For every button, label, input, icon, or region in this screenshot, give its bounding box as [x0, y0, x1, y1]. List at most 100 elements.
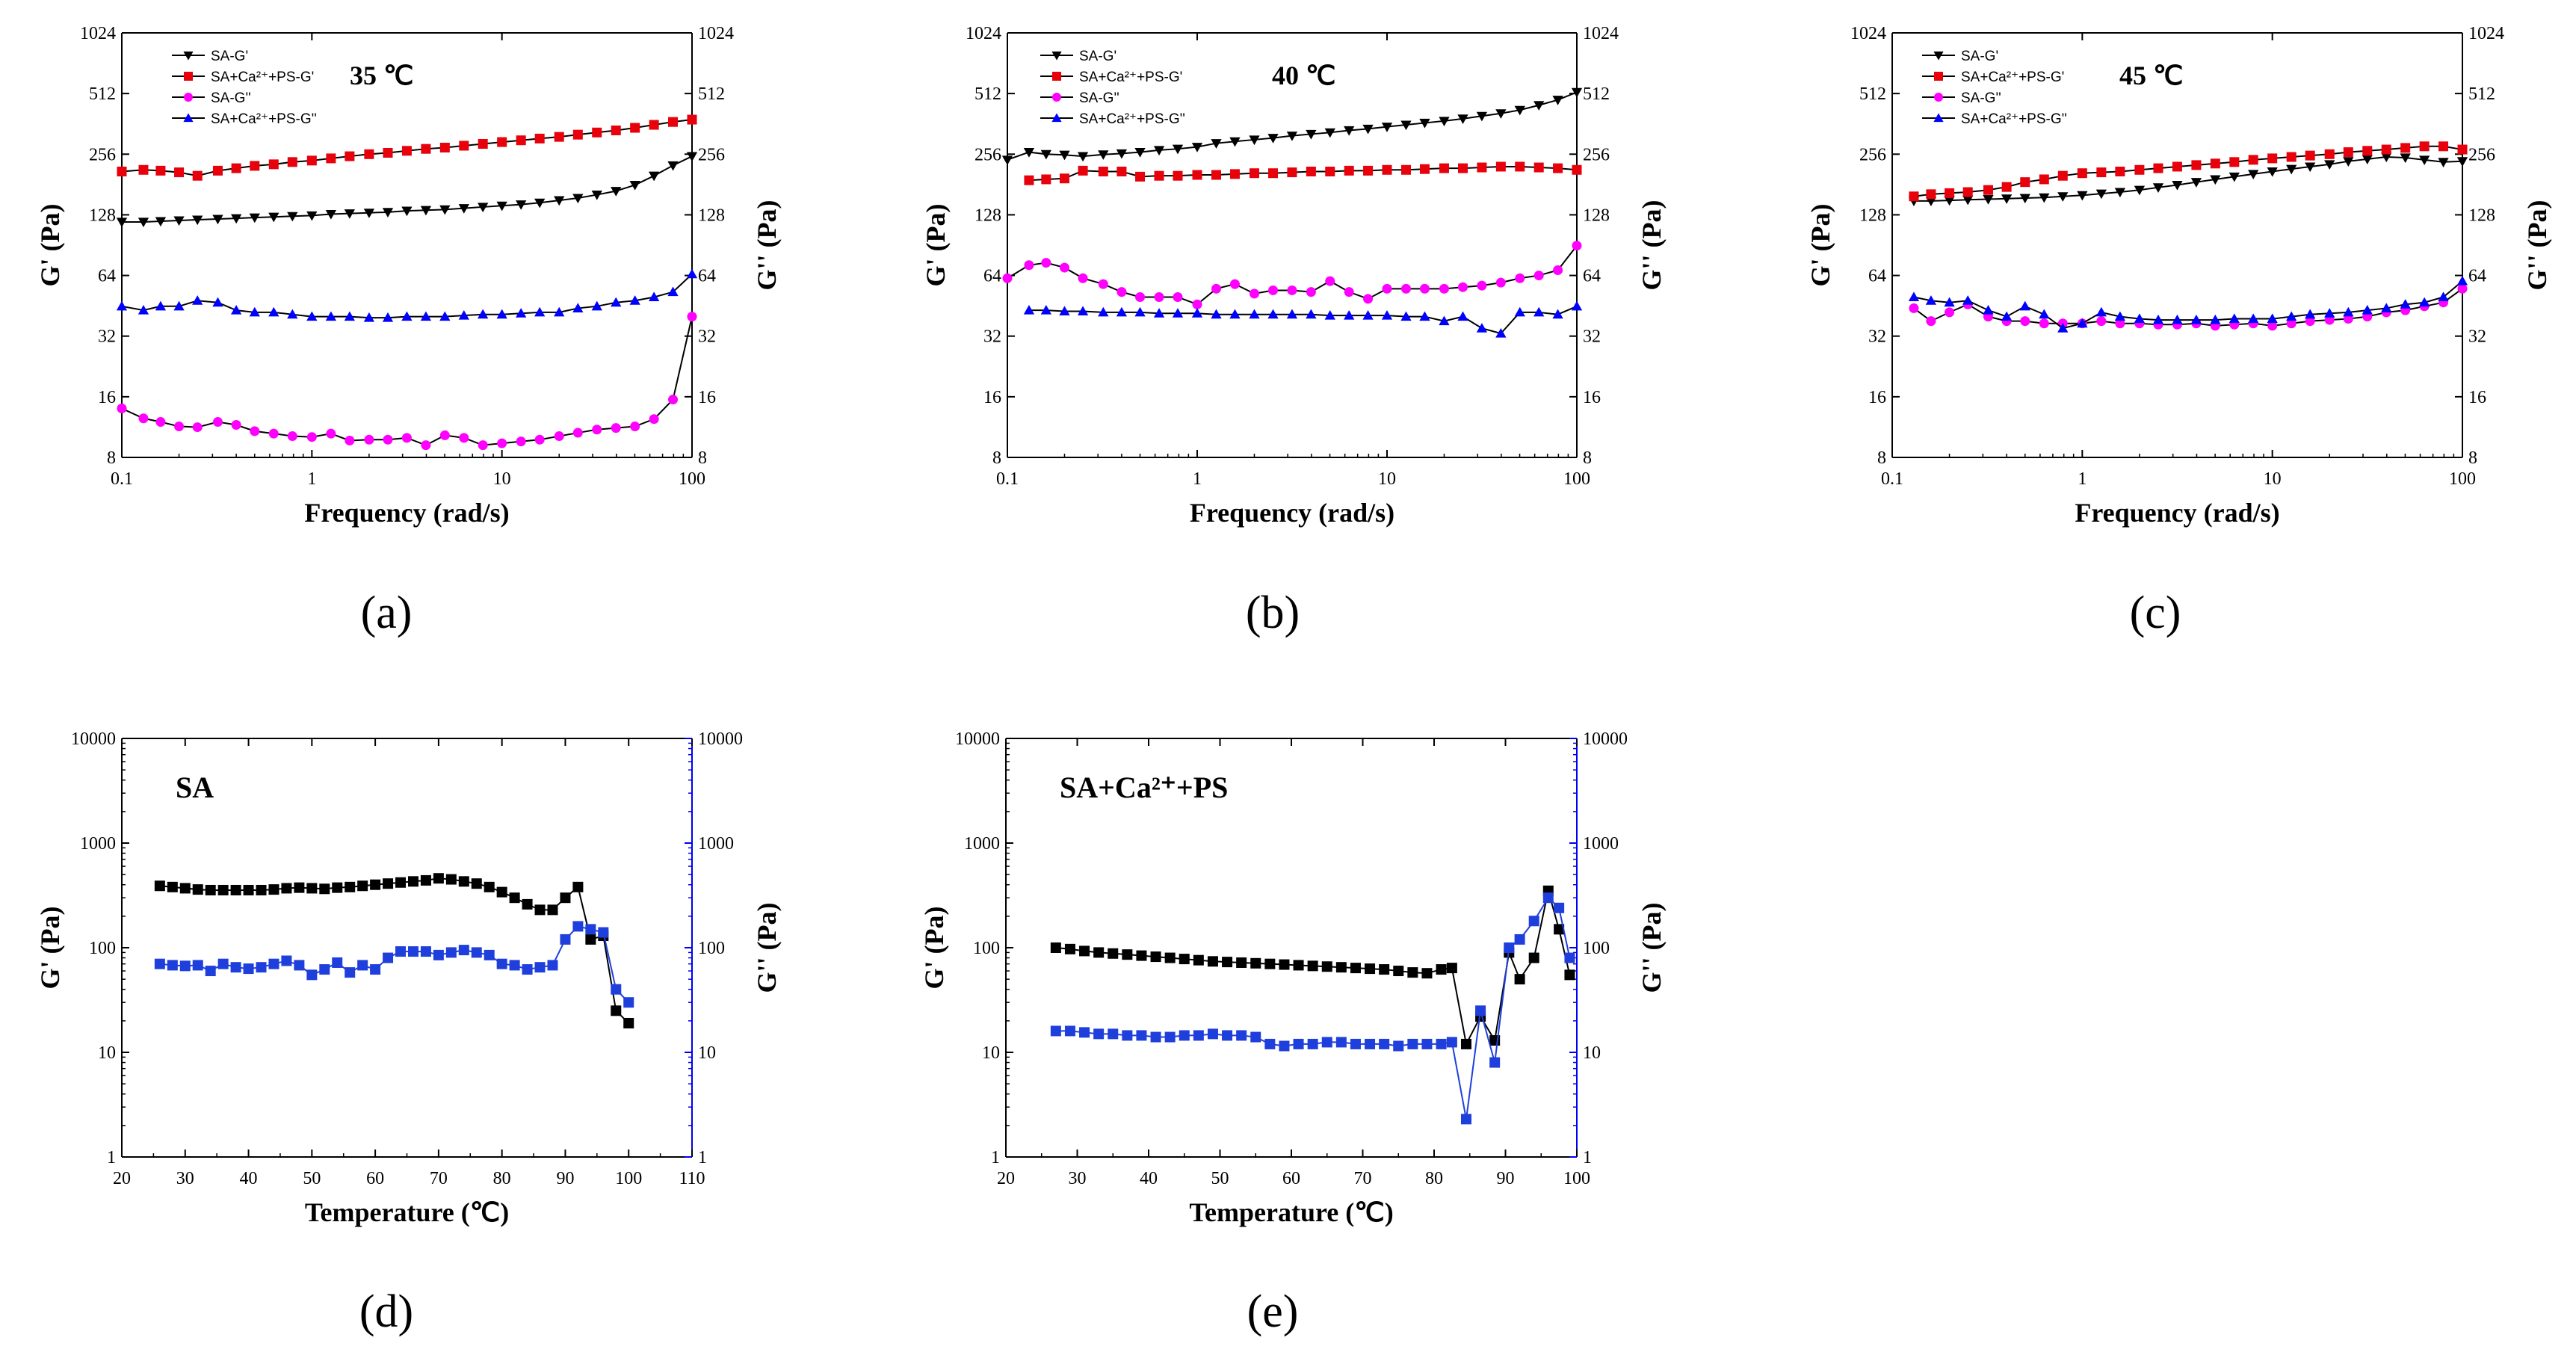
data-point — [2362, 146, 2373, 156]
data-point — [1553, 163, 1563, 173]
y-tick-label: 64 — [1868, 267, 1886, 286]
data-point — [458, 309, 469, 320]
data-point — [205, 966, 216, 977]
data-point — [1475, 1005, 1486, 1016]
data-point — [1059, 173, 1069, 184]
data-point — [1079, 945, 1090, 957]
data-point — [1306, 287, 1316, 297]
panel-caption: (d) — [359, 1286, 413, 1337]
data-point — [344, 311, 356, 321]
data-point — [2419, 141, 2430, 152]
data-point — [2267, 313, 2278, 324]
data-point — [1222, 957, 1233, 968]
data-point — [1324, 128, 1335, 138]
data-point — [2400, 153, 2411, 164]
data-point — [484, 881, 495, 892]
data-point — [649, 120, 659, 130]
x-tick-label: 30 — [1069, 1169, 1087, 1188]
series-line — [1028, 165, 1578, 182]
data-point — [1495, 327, 1507, 338]
y2-tick-label: 64 — [698, 267, 716, 286]
data-point — [1249, 288, 1259, 299]
data-point — [1135, 171, 1146, 182]
data-point — [496, 201, 507, 212]
data-point — [1983, 185, 1993, 195]
x-tick-label: 20 — [997, 1169, 1015, 1188]
data-point — [231, 420, 241, 431]
data-point — [2305, 162, 2316, 173]
legend-marker — [1052, 93, 1061, 102]
data-point — [1476, 111, 1488, 122]
data-point — [268, 428, 279, 439]
data-point — [2039, 174, 2049, 185]
data-point — [1365, 1038, 1376, 1049]
y2-tick-label: 64 — [1583, 267, 1601, 286]
data-point — [2418, 297, 2430, 307]
data-point — [534, 962, 546, 973]
y-tick-label: 32 — [1868, 327, 1886, 347]
x-tick-label: 1 — [307, 469, 316, 489]
data-point — [192, 960, 203, 971]
data-point — [138, 217, 149, 228]
y-tick-label: 128 — [89, 206, 116, 225]
data-point — [154, 880, 165, 892]
y-tick-label: 512 — [1859, 84, 1886, 104]
data-point — [1287, 285, 1297, 295]
data-point — [458, 876, 469, 887]
data-point — [1495, 161, 1506, 172]
data-point — [478, 203, 489, 213]
data-point — [2095, 306, 2107, 317]
y2-tick-label: 32 — [1583, 327, 1601, 347]
y-tick-label: 1000 — [964, 834, 1000, 854]
legend-label: SA-G' — [1961, 49, 1998, 64]
data-point — [401, 146, 412, 156]
data-point — [1458, 163, 1468, 173]
data-point — [2418, 155, 2430, 165]
data-point — [1229, 279, 1240, 289]
y-tick-label: 1 — [107, 1148, 116, 1167]
series-3 — [1908, 275, 2468, 333]
y2-tick-label: 32 — [2468, 327, 2486, 347]
series-1 — [117, 114, 697, 181]
data-point — [2229, 157, 2240, 167]
y2-tick-label: 1000 — [1583, 834, 1619, 854]
x-axis-label: Temperature (℃) — [305, 1197, 509, 1227]
data-point — [357, 960, 368, 971]
x-tick-label: 70 — [1354, 1169, 1372, 1188]
data-point — [383, 878, 394, 889]
data-point — [1307, 960, 1318, 972]
data-point — [243, 963, 254, 975]
data-point — [1116, 306, 1128, 317]
data-point — [174, 422, 185, 432]
data-point — [2134, 313, 2146, 324]
legend-marker — [1934, 72, 1943, 81]
data-point — [1564, 969, 1575, 981]
data-point — [306, 211, 318, 221]
data-point — [1572, 164, 1582, 175]
data-point — [509, 892, 520, 904]
data-point — [1458, 282, 1468, 292]
data-point — [2210, 175, 2221, 185]
data-point — [2019, 300, 2030, 311]
data-point — [1533, 162, 1544, 173]
data-point — [1154, 291, 1164, 302]
data-point — [421, 144, 431, 154]
data-point — [1495, 277, 1506, 288]
data-point — [572, 194, 584, 204]
data-point — [363, 312, 375, 322]
data-point — [1362, 124, 1374, 135]
legend-marker — [184, 72, 193, 81]
series-line — [1913, 156, 2463, 202]
data-point — [243, 884, 254, 895]
data-point — [1077, 152, 1089, 162]
data-point — [2152, 314, 2164, 324]
data-point — [1528, 916, 1539, 927]
data-point — [1150, 1031, 1161, 1043]
data-point — [2438, 158, 2449, 167]
data-point — [592, 127, 602, 138]
data-point — [522, 964, 533, 975]
data-point — [1572, 241, 1582, 251]
data-point — [2248, 155, 2258, 165]
data-point — [2381, 152, 2392, 163]
x-tick-label: 70 — [430, 1169, 448, 1188]
